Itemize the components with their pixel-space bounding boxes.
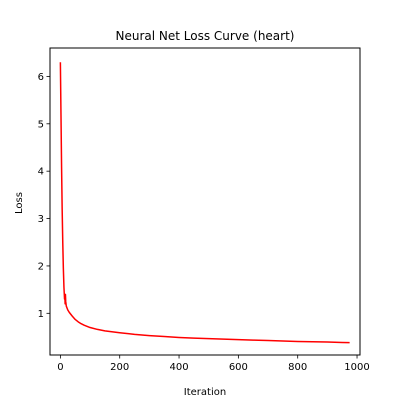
y-tick-label-5: 6 (38, 72, 44, 83)
x-tick-label-1: 200 (110, 362, 129, 373)
y-axis-label: Loss (14, 192, 25, 214)
series-group (59, 62, 350, 344)
y-axis-ticks: 1 2 3 4 5 6 (38, 72, 50, 320)
x-tick-label-2: 400 (169, 362, 188, 373)
y-tick-label-4: 5 (38, 119, 44, 130)
x-tick-label-5: 1000 (344, 362, 369, 373)
plot-area-frame (49, 47, 361, 356)
x-axis-ticks: 0 200 400 600 800 1000 (57, 355, 370, 373)
y-tick-label-0: 1 (38, 309, 44, 320)
y-tick-label-1: 2 (38, 261, 44, 272)
loss-series-line-0 (59, 62, 350, 344)
x-tick-label-0: 0 (57, 362, 63, 373)
y-tick-label-2: 3 (38, 214, 44, 225)
x-tick-label-3: 600 (229, 362, 248, 373)
y-tick-label-3: 4 (38, 167, 44, 178)
chart-title: Neural Net Loss Curve (heart) (116, 29, 295, 43)
x-tick-label-4: 800 (288, 362, 307, 373)
x-axis-label: Iteration (184, 387, 226, 398)
